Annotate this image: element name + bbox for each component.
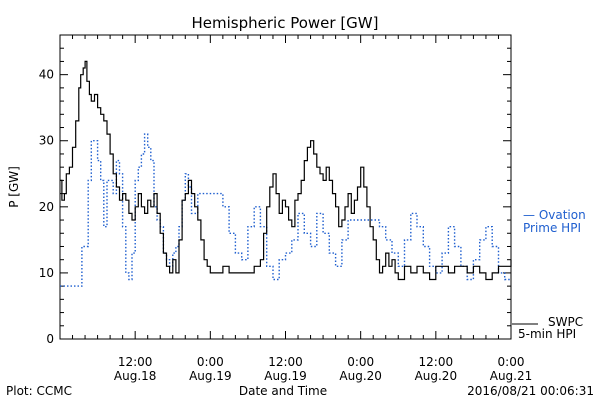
y-axis-label: P [GW] [7, 166, 21, 208]
x-tick-label-date: Aug.19 [264, 369, 307, 383]
y-tick-label: 30 [39, 134, 54, 148]
x-tick-label-time: 12:00 [419, 355, 454, 369]
x-tick-label-date: Aug.19 [189, 369, 232, 383]
x-tick-label-date: Aug.21 [490, 369, 533, 383]
x-tick-label-time: 12:00 [268, 355, 303, 369]
x-tick-label-time: 0:00 [498, 355, 525, 369]
x-tick-label-date: Aug.18 [114, 369, 157, 383]
legend-swpc-line1: SWPC [548, 315, 583, 329]
plot-timestamp: 2016/08/21 00:06:31 [467, 384, 594, 398]
x-axis: 12:00Aug.180:00Aug.1912:00Aug.190:00Aug.… [59, 35, 533, 383]
legend-swpc-line2: 5-min HPI [518, 327, 576, 341]
x-tick-label-time: 0:00 [197, 355, 224, 369]
x-tick-label-date: Aug.20 [339, 369, 382, 383]
y-tick-label: 0 [46, 332, 54, 346]
legend-ovation-line1: — Ovation [523, 208, 586, 222]
y-tick-label: 40 [39, 68, 54, 82]
y-tick-label: 10 [39, 266, 54, 280]
x-tick-label-time: 0:00 [347, 355, 374, 369]
plot-frame [59, 34, 512, 340]
series-layer [60, 60, 512, 287]
x-tick-label-time: 12:00 [118, 355, 153, 369]
plot-credit: Plot: CCMC [6, 384, 72, 398]
series-line-ovation-prime [60, 133, 511, 287]
legend-ovation-line2: Prime HPI [523, 221, 581, 235]
x-axis-label: Date and Time [239, 384, 327, 398]
y-tick-label: 20 [39, 200, 54, 214]
y-axis: 0 10 20 30 40 [39, 34, 511, 346]
chart-title: Hemispheric Power [GW] [192, 14, 379, 32]
x-tick-label-date: Aug.20 [415, 369, 458, 383]
series-line-swpc [60, 60, 512, 281]
